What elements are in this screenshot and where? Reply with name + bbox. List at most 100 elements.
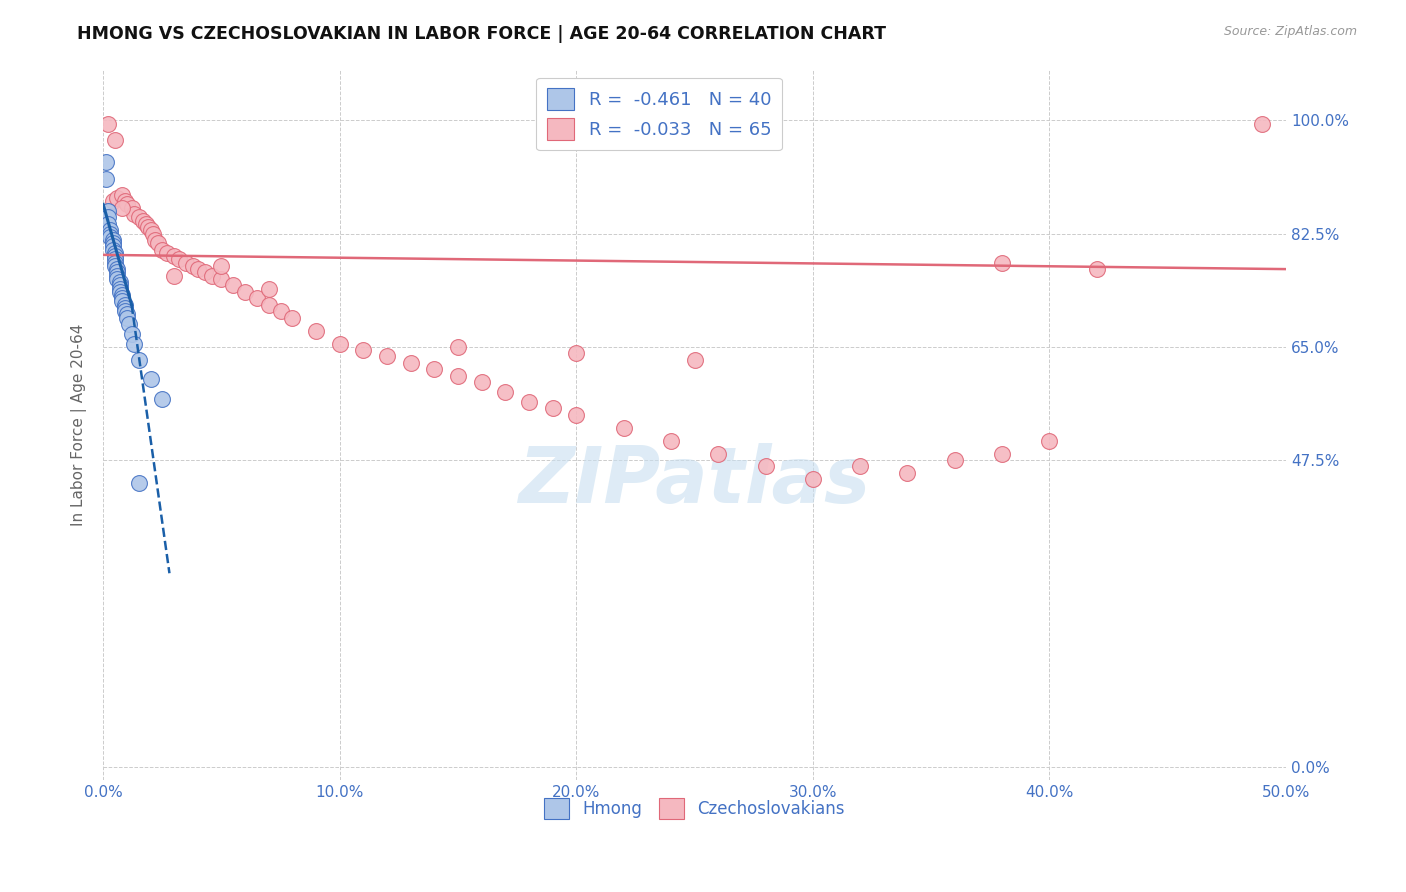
Point — [187, 262, 209, 277]
Point — [150, 243, 173, 257]
Point — [211, 272, 233, 286]
Point — [98, 223, 121, 237]
Point — [122, 336, 145, 351]
Point — [107, 265, 129, 279]
Point — [101, 239, 124, 253]
Point — [114, 304, 136, 318]
Point — [167, 252, 190, 267]
Point — [1085, 262, 1108, 277]
Point — [101, 243, 124, 257]
Point — [991, 446, 1014, 460]
Point — [111, 291, 134, 305]
Point — [107, 262, 129, 277]
Point — [135, 217, 157, 231]
Point — [943, 453, 966, 467]
Point — [114, 194, 136, 209]
Point — [211, 259, 233, 273]
Point — [108, 285, 131, 299]
Point — [517, 394, 540, 409]
Text: Source: ZipAtlas.com: Source: ZipAtlas.com — [1223, 25, 1357, 38]
Point — [94, 171, 117, 186]
Point — [1038, 434, 1060, 448]
Point — [94, 155, 117, 169]
Point — [98, 227, 121, 241]
Point — [352, 343, 374, 357]
Point — [107, 272, 129, 286]
Text: ZIPatlas: ZIPatlas — [519, 443, 870, 519]
Point — [97, 217, 120, 231]
Point — [375, 350, 398, 364]
Point — [281, 310, 304, 325]
Point — [139, 372, 162, 386]
Point — [97, 211, 120, 225]
Point — [659, 434, 682, 448]
Point — [257, 281, 280, 295]
Point — [270, 304, 292, 318]
Point — [246, 291, 269, 305]
Point — [104, 259, 127, 273]
Point — [471, 376, 494, 390]
Point — [104, 133, 127, 147]
Point — [108, 281, 131, 295]
Point — [754, 459, 776, 474]
Point — [163, 268, 186, 283]
Point — [423, 362, 446, 376]
Point — [565, 408, 588, 422]
Point — [97, 116, 120, 130]
Point — [222, 278, 245, 293]
Point — [683, 352, 706, 367]
Point — [174, 255, 197, 269]
Point — [111, 187, 134, 202]
Point — [329, 336, 352, 351]
Point — [181, 259, 204, 273]
Point — [128, 211, 150, 225]
Point — [707, 446, 730, 460]
Point — [201, 268, 224, 283]
Point — [128, 475, 150, 490]
Point — [801, 472, 824, 486]
Point — [541, 401, 564, 416]
Point — [121, 326, 143, 341]
Point — [194, 265, 217, 279]
Point — [1251, 116, 1274, 130]
Point — [233, 285, 256, 299]
Point — [108, 278, 131, 293]
Point — [111, 288, 134, 302]
Point — [132, 213, 155, 227]
Point — [447, 368, 470, 383]
Point — [111, 201, 134, 215]
Point — [104, 249, 127, 263]
Point — [101, 194, 124, 209]
Point — [849, 459, 872, 474]
Point — [118, 317, 141, 331]
Point — [107, 268, 129, 283]
Point — [104, 246, 127, 260]
Point — [896, 466, 918, 480]
Point — [156, 246, 179, 260]
Point — [447, 340, 470, 354]
Point — [107, 191, 129, 205]
Point — [146, 236, 169, 251]
Point — [150, 392, 173, 406]
Point — [104, 252, 127, 267]
Point — [163, 249, 186, 263]
Point — [111, 294, 134, 309]
Point — [305, 324, 328, 338]
Point — [98, 229, 121, 244]
Point — [114, 298, 136, 312]
Point — [136, 220, 159, 235]
Point — [991, 255, 1014, 269]
Point — [114, 301, 136, 315]
Point — [101, 233, 124, 247]
Y-axis label: In Labor Force | Age 20-64: In Labor Force | Age 20-64 — [72, 323, 87, 525]
Point — [142, 227, 165, 241]
Point — [108, 275, 131, 289]
Point — [115, 307, 138, 321]
Point — [115, 310, 138, 325]
Point — [494, 385, 516, 400]
Point — [565, 346, 588, 360]
Point — [143, 233, 166, 247]
Point — [115, 197, 138, 211]
Text: HMONG VS CZECHOSLOVAKIAN IN LABOR FORCE | AGE 20-64 CORRELATION CHART: HMONG VS CZECHOSLOVAKIAN IN LABOR FORCE … — [77, 25, 886, 43]
Point — [97, 203, 120, 218]
